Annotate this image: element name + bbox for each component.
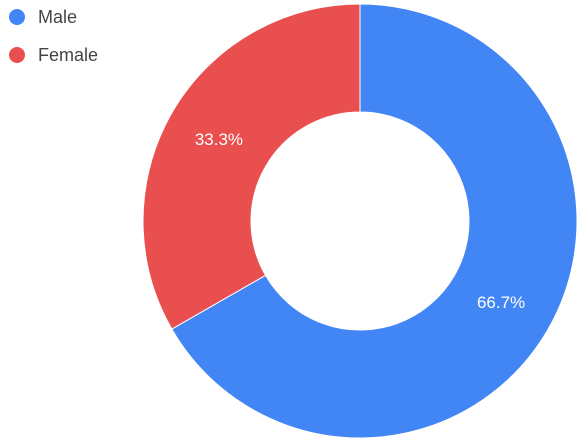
donut-slices — [142, 3, 578, 439]
legend-label-female: Female — [38, 45, 98, 65]
legend-label-male: Male — [38, 7, 77, 27]
slice-label-female: 33.3% — [195, 130, 243, 149]
legend: Male Female — [9, 7, 98, 65]
legend-swatch-male — [9, 9, 25, 25]
slice-label-male: 66.7% — [477, 293, 525, 312]
legend-swatch-female — [9, 47, 25, 63]
slice-female — [142, 3, 361, 330]
slice-male — [171, 3, 578, 439]
slice-labels: 66.7% 33.3% — [195, 130, 525, 312]
